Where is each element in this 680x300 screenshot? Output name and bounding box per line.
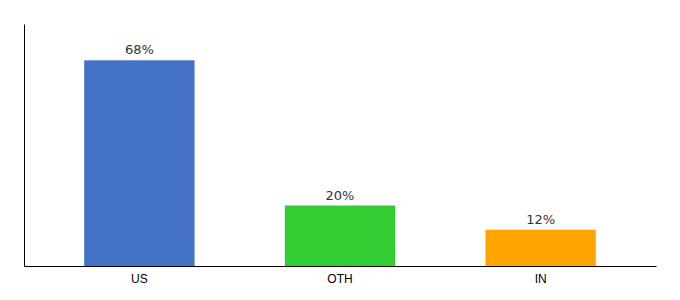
x-tick-label: US — [131, 272, 148, 286]
x-tick-label: IN — [535, 272, 547, 286]
chart: US OTH IN 68% 20% 12% — [0, 0, 680, 300]
bars — [84, 60, 596, 266]
x-tick: IN — [535, 272, 547, 286]
x-axis: US OTH IN — [25, 267, 657, 286]
plot: US OTH IN 68% 20% 12% — [25, 25, 657, 286]
x-tick: US — [131, 272, 148, 286]
data-labels: 68% 20% 12% — [125, 42, 555, 226]
data-label: 68% — [125, 42, 154, 57]
x-tick: OTH — [327, 272, 352, 286]
data-label: 12% — [526, 212, 555, 227]
x-axis-line — [25, 266, 657, 267]
y-axis — [24, 25, 25, 267]
bar — [285, 206, 395, 267]
bar — [84, 60, 194, 266]
y-axis-line — [24, 25, 25, 267]
data-label: 20% — [326, 188, 355, 203]
x-tick-label: OTH — [327, 272, 352, 286]
bar — [485, 230, 595, 266]
